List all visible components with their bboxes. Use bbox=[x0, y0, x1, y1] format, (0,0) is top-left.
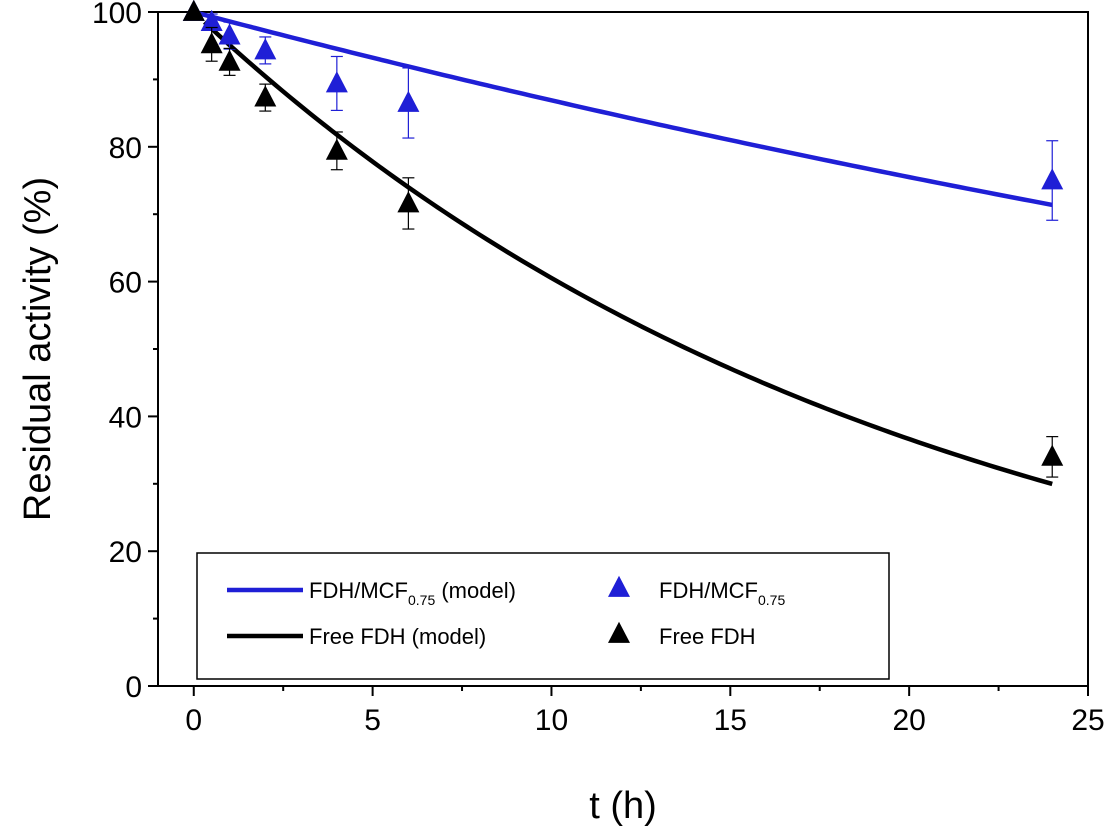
legend-marker-swatch-1 bbox=[608, 621, 630, 643]
data-point bbox=[254, 38, 277, 60]
x-tick-label-10: 10 bbox=[535, 704, 568, 737]
data-point bbox=[397, 90, 420, 112]
x-axis-title: t (h) bbox=[589, 785, 657, 827]
legend-box bbox=[196, 552, 890, 680]
data-point bbox=[397, 191, 420, 213]
legend-label-model-1: Free FDH (model) bbox=[309, 624, 486, 649]
marker-series-0 bbox=[182, 0, 1064, 221]
y-tick-label-100: 100 bbox=[92, 0, 142, 30]
y-tick-label-60: 60 bbox=[109, 267, 142, 300]
data-point bbox=[254, 85, 277, 107]
y-axis-title: Residual activity (%) bbox=[17, 177, 59, 521]
x-tick-label-25: 25 bbox=[1071, 704, 1104, 737]
data-point bbox=[1041, 444, 1064, 466]
y-tick-label-40: 40 bbox=[109, 401, 142, 434]
legend-marker-swatch-0 bbox=[608, 575, 630, 597]
data-point bbox=[218, 49, 241, 71]
x-tick-label-20: 20 bbox=[892, 704, 925, 737]
marker-series-1 bbox=[182, 0, 1064, 478]
x-tick-label-5: 5 bbox=[364, 704, 381, 737]
data-point bbox=[200, 32, 223, 54]
data-point bbox=[200, 9, 223, 32]
model-line-1 bbox=[202, 20, 1053, 487]
data-point bbox=[1041, 168, 1064, 190]
legend-label-model-0: FDH/MCF0.75 (model) bbox=[309, 578, 516, 608]
legend-label-data-1: Free FDH bbox=[659, 624, 756, 649]
data-point bbox=[325, 138, 348, 160]
data-point bbox=[218, 23, 241, 45]
x-tick-label-0: 0 bbox=[185, 704, 202, 737]
x-tick-label-15: 15 bbox=[714, 704, 747, 737]
data-point bbox=[182, 0, 205, 21]
y-tick-label-0: 0 bbox=[125, 671, 142, 704]
y-tick-label-80: 80 bbox=[109, 132, 142, 165]
data-point bbox=[325, 71, 348, 93]
legend-label-data-0: FDH/MCF0.75 bbox=[659, 578, 785, 608]
model-line-0 bbox=[193, 9, 1053, 208]
y-tick-label-20: 20 bbox=[109, 536, 142, 569]
